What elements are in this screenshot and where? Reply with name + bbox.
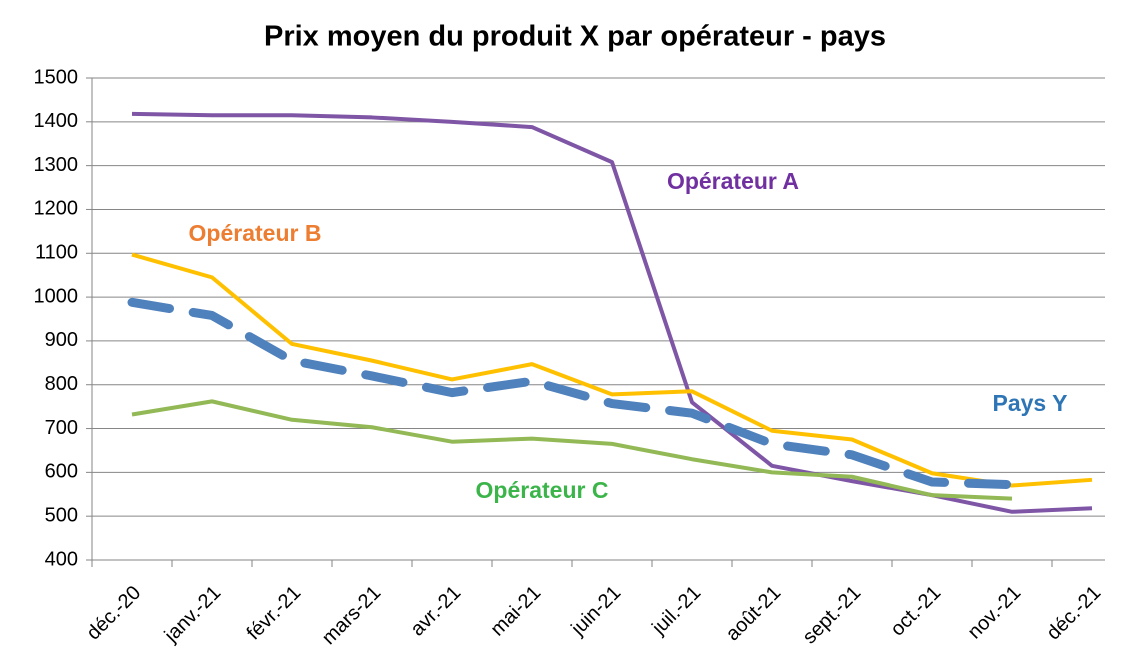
series-label: Opérateur B — [189, 220, 322, 246]
y-tick-label: 700 — [45, 417, 78, 439]
series-label: Pays Y — [992, 390, 1067, 416]
series-line — [131, 399, 1013, 501]
y-tick-label: 1100 — [35, 242, 78, 264]
series-line — [127, 297, 1017, 490]
y-tick-label: 400 — [45, 548, 78, 570]
y-tick-label: 800 — [45, 373, 78, 395]
y-tick-label: 1000 — [34, 285, 79, 307]
series-label: Opérateur C — [476, 477, 609, 503]
y-tick-label: 1300 — [34, 154, 79, 176]
series-line — [131, 252, 1093, 488]
chart-title: Prix moyen du produit X par opérateur - … — [264, 21, 886, 53]
y-tick-label: 600 — [45, 461, 78, 483]
series-label: Opérateur A — [667, 168, 799, 194]
y-tick-label: 1500 — [34, 66, 79, 88]
y-tick-label: 900 — [45, 329, 78, 351]
y-tick-label: 1400 — [34, 110, 79, 132]
y-tick-label: 1200 — [34, 198, 79, 220]
y-tick-label: 500 — [45, 504, 78, 526]
